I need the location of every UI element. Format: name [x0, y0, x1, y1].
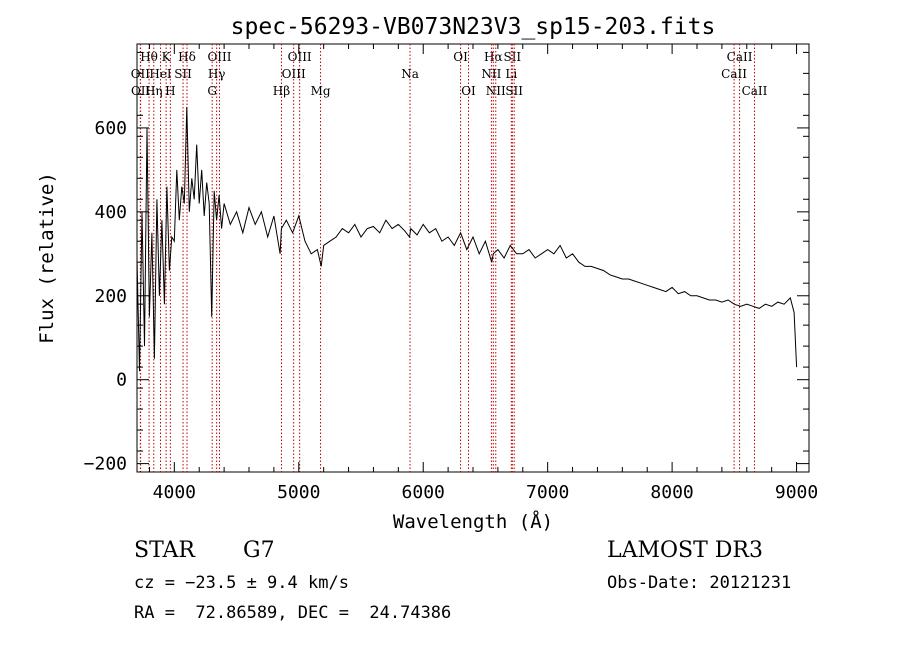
marker-label-2: OII	[131, 84, 151, 98]
marker-label-15: Mg	[311, 84, 331, 98]
marker-label-19: Hα	[484, 50, 503, 64]
y-axis-label: Flux (relative)	[36, 172, 58, 344]
y-tick-label-1: 0	[116, 370, 127, 391]
marker-label-13: OIII	[288, 50, 312, 64]
object-class: STAR	[134, 538, 195, 563]
x-tick-label-2: 6000	[402, 482, 445, 503]
x-tick-label-1: 5000	[277, 482, 320, 503]
flux-series	[136, 106, 798, 372]
survey-name: LAMOST DR3	[607, 538, 763, 563]
marker-label-22: SII	[503, 50, 521, 64]
marker-label-20: NII	[481, 67, 501, 81]
redshift-velocity: cz = −23.5 ± 9.4 km/s	[134, 573, 349, 593]
marker-label-7: Hδ	[178, 50, 196, 64]
marker-label-14: OIII	[282, 67, 306, 81]
marker-label-21: NII	[486, 84, 506, 98]
y-tick-label-3: 400	[94, 202, 127, 223]
y-tick-label-2: 200	[94, 286, 127, 307]
marker-label-1: OII	[131, 67, 151, 81]
marker-label-0: Hθ	[140, 50, 158, 64]
marker-label-27: CaII	[742, 84, 768, 98]
y-tick-label-0: −200	[84, 454, 127, 475]
marker-label-18: OI	[461, 84, 476, 98]
chart-title: spec-56293-VB073N23V3_sp15-203.fits	[231, 14, 716, 40]
marker-label-24: SII	[505, 84, 523, 98]
y-tick-label-4: 600	[94, 118, 127, 139]
marker-label-6: H	[165, 84, 175, 98]
series-line-0	[136, 106, 798, 372]
marker-label-12: Hβ	[273, 84, 290, 98]
ra-dec: RA = 72.86589, DEC = 24.74386	[134, 603, 452, 623]
marker-label-8: SII	[174, 67, 192, 81]
marker-label-11: G	[207, 84, 217, 98]
plot-frame	[136, 43, 810, 473]
marker-label-10: Hγ	[208, 67, 226, 81]
line-markers: Hθ OII OII K HeI Hη H Hδ SII OIII Hγ G Hβ OIII OIII Mg N…	[131, 44, 768, 472]
axis-ticks: 4000 5000 6000 7000 8000 9000 −200 0 200 400 600	[84, 44, 818, 503]
x-axis-label: Wavelength (Å)	[393, 510, 553, 533]
marker-label-4: HeI	[149, 67, 172, 81]
x-tick-label-5: 9000	[775, 482, 818, 503]
marker-label-16: Na	[401, 67, 419, 81]
obs-date: Obs-Date: 20121231	[607, 573, 792, 593]
subclass: G7	[243, 538, 275, 563]
marker-label-9: OIII	[207, 50, 231, 64]
marker-label-23: Li	[505, 67, 517, 81]
x-tick-label-3: 7000	[526, 482, 569, 503]
marker-label-17: OI	[453, 50, 468, 64]
marker-label-25: CaII	[727, 50, 753, 64]
marker-label-26: CaII	[721, 67, 747, 81]
marker-label-5: Hη	[145, 84, 163, 98]
marker-label-3: K	[162, 50, 172, 64]
x-tick-label-4: 8000	[650, 482, 693, 503]
x-tick-label-0: 4000	[153, 482, 196, 503]
